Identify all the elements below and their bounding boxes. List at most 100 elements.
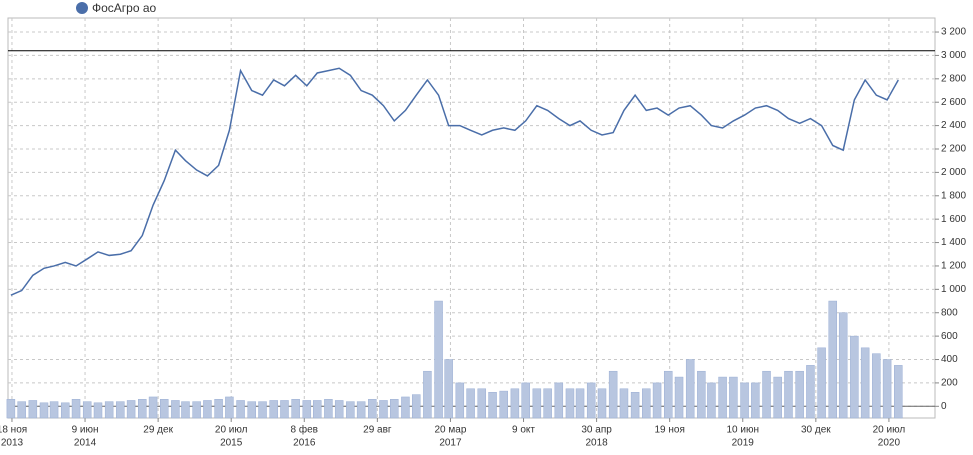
y-tick-label: 1 400	[941, 237, 966, 248]
x-tick-year: 2013	[1, 438, 24, 449]
volume-bar	[225, 396, 234, 419]
volume-bar	[850, 335, 859, 419]
volume-bar	[685, 359, 695, 419]
volume-bar	[663, 370, 673, 419]
volume-bar	[817, 347, 826, 419]
x-tick-year: 2020	[878, 438, 901, 449]
volume-bar	[269, 400, 278, 419]
volume-bar	[872, 353, 881, 419]
volume-bar	[126, 400, 136, 419]
x-tick-label: 20 июл	[215, 425, 248, 436]
volume-bar	[171, 400, 180, 419]
volume-bar	[718, 376, 727, 419]
y-tick-label: 1 000	[941, 284, 966, 295]
volume-bar	[39, 402, 49, 419]
x-tick-year: 2015	[220, 438, 243, 449]
volume-bar	[784, 370, 793, 419]
volume-bar	[82, 401, 92, 419]
volume-bar	[806, 365, 815, 419]
y-tick-label: 600	[941, 331, 958, 342]
volume-bar	[554, 382, 564, 419]
y-tick-label: 2 200	[941, 144, 966, 155]
volume-bar	[619, 388, 629, 419]
volume-bar	[882, 359, 892, 419]
volume-bar	[707, 382, 716, 419]
x-tick-label: 19 ноя	[654, 425, 684, 436]
y-tick-label: 1 800	[941, 190, 966, 201]
volume-bar	[838, 312, 848, 419]
volume-bar	[411, 394, 421, 419]
volume-bar	[543, 388, 552, 419]
volume-bar	[828, 300, 838, 419]
plot-frame	[7, 17, 936, 419]
volume-bar	[466, 388, 475, 419]
x-tick-year: 2018	[585, 438, 608, 449]
y-tick-label: 1 200	[941, 261, 966, 272]
volume-bar	[795, 370, 804, 419]
y-tick-label: 0	[941, 401, 947, 412]
volume-bar	[488, 392, 497, 419]
volume-bar	[630, 392, 640, 419]
volume-bar	[444, 359, 453, 419]
volume-bar	[214, 399, 223, 419]
x-tick-year: 2014	[74, 438, 97, 449]
volume-bar	[17, 401, 26, 419]
volume-bar	[565, 388, 575, 419]
volume-bar	[532, 388, 542, 419]
volume-bar	[751, 382, 760, 419]
y-tick-label: 2 000	[941, 167, 966, 178]
x-tick-label: 30 апр	[581, 425, 612, 436]
y-tick-label: 2 800	[941, 73, 966, 84]
x-tick-label: 9 июн	[72, 425, 99, 436]
volume-bar	[60, 402, 70, 419]
volume-bar	[575, 388, 585, 419]
volume-bar	[93, 402, 103, 419]
x-tick-label: 29 авг	[363, 425, 392, 436]
volume-bar	[434, 300, 443, 419]
volume-bar	[697, 370, 706, 419]
x-tick-year: 2017	[439, 438, 462, 449]
volume-bar	[334, 400, 344, 419]
volume-bar	[192, 401, 201, 419]
y-tick-label: 3 000	[941, 50, 966, 61]
legend-label[interactable]: ФосАгро ао	[92, 1, 157, 15]
volume-bar	[773, 376, 782, 419]
volume-bar	[356, 401, 366, 419]
volume-bar	[346, 401, 355, 419]
volume-bar	[280, 400, 289, 419]
volume-bar	[116, 401, 125, 419]
volume-bar	[203, 400, 212, 419]
volume-bar	[138, 399, 147, 419]
volume-bar	[148, 396, 158, 419]
volume-bar	[608, 370, 618, 419]
volume-bar	[236, 400, 245, 419]
price-line	[10, 67, 899, 296]
volume-bar	[247, 401, 256, 419]
x-tick-label: 18 ноя	[0, 425, 27, 436]
volume-bar	[477, 388, 487, 419]
x-tick-label: 20 июл	[873, 425, 906, 436]
x-tick-label: 29 дек	[143, 425, 173, 436]
x-tick-year: 2016	[293, 438, 316, 449]
volume-bar	[510, 388, 520, 419]
volume-bar	[324, 399, 333, 419]
volume-bar	[521, 382, 530, 419]
volume-bar	[71, 399, 81, 419]
volume-bar	[291, 399, 300, 419]
x-tick-label: 20 мар	[434, 425, 466, 436]
volume-bar	[379, 400, 388, 419]
y-tick-label: 1 600	[941, 214, 966, 225]
y-tick-label: 2 400	[941, 120, 966, 131]
volume-bar	[6, 399, 16, 419]
legend-marker[interactable]	[76, 2, 88, 14]
volume-bar	[729, 376, 738, 419]
y-tick-label: 400	[941, 354, 958, 365]
volume-bar	[499, 390, 508, 419]
volume-bar	[642, 388, 651, 419]
y-tick-label: 2 600	[941, 97, 966, 108]
volume-bar	[674, 376, 684, 419]
volume-bar	[455, 382, 465, 419]
volume-bar	[312, 400, 322, 419]
volume-bar	[181, 401, 190, 419]
